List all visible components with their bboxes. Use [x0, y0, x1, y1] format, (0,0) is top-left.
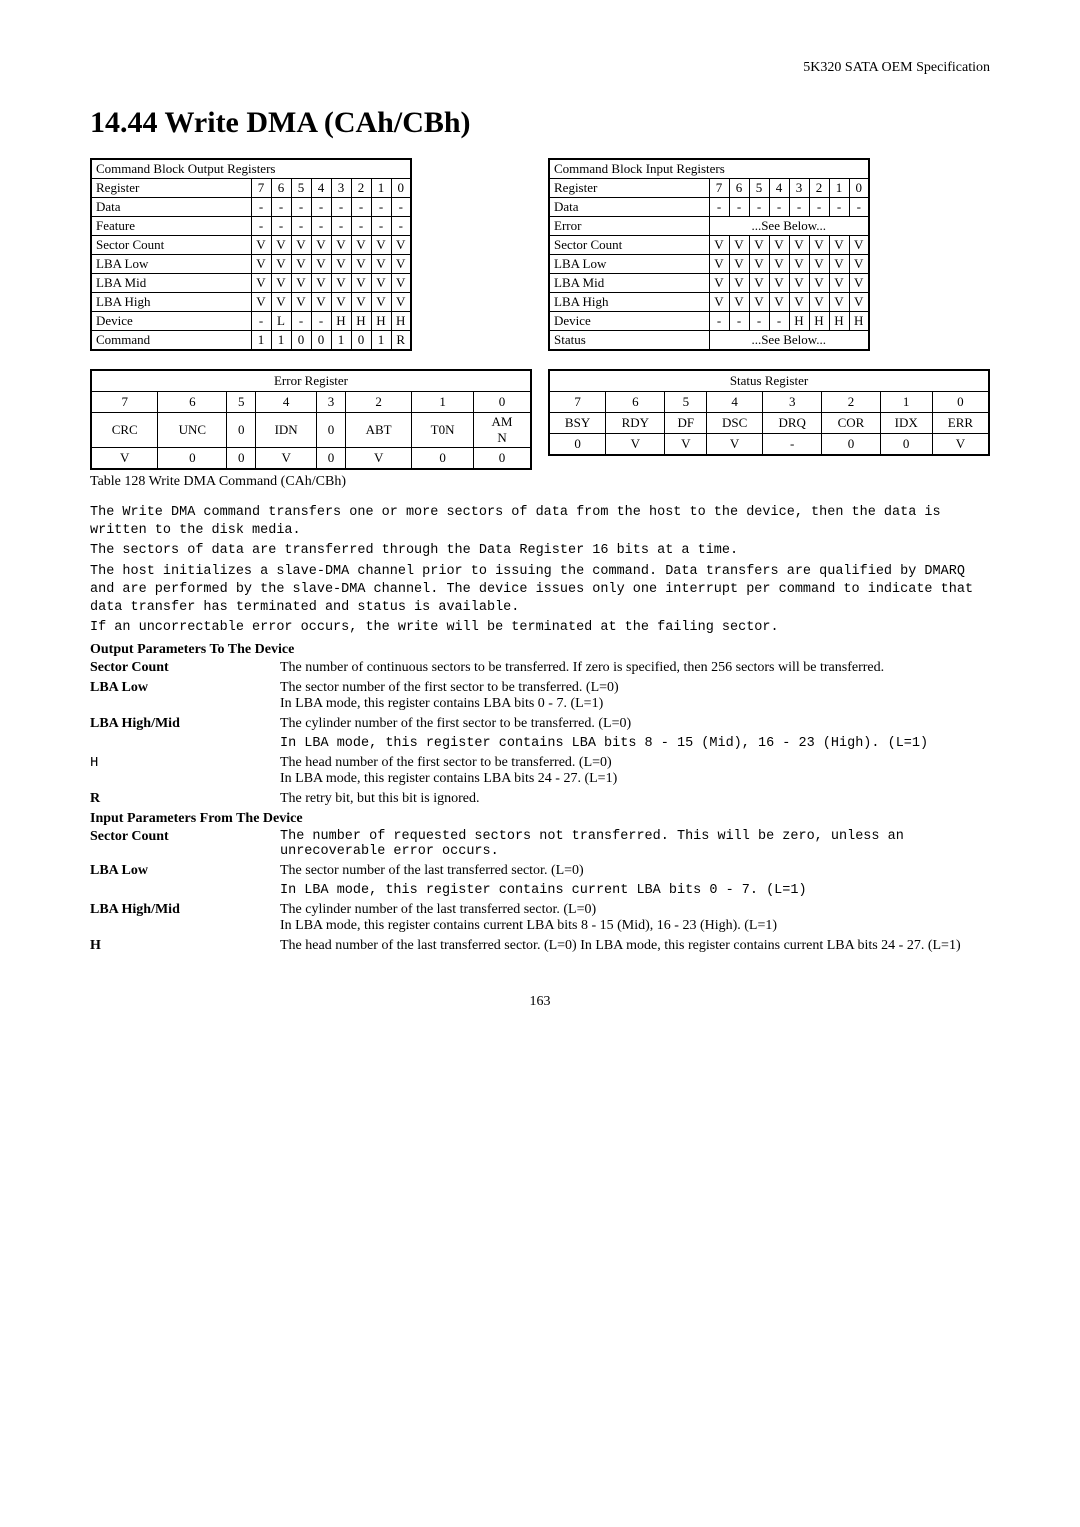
input-registers-table: Command Block Input RegistersRegister765… — [548, 158, 870, 351]
page-header: 5K320 SATA OEM Specification — [90, 60, 990, 76]
output-params-list: Sector CountThe number of continuous sec… — [90, 660, 990, 807]
error-register-table: Error Register76543210CRCUNC0IDN0ABTT0NA… — [90, 369, 532, 470]
input-params-heading: Input Parameters From The Device — [90, 811, 990, 827]
output-params-heading: Output Parameters To The Device — [90, 642, 990, 658]
section-title: 14.44 Write DMA (CAh/CBh) — [90, 106, 990, 140]
status-register-table: Status Register76543210BSYRDYDFDSCDRQCOR… — [548, 369, 990, 456]
description-paragraphs: The Write DMA command transfers one or m… — [90, 504, 990, 638]
output-registers-table: Command Block Output RegistersRegister76… — [90, 158, 412, 351]
status-tables-row: Error Register76543210CRCUNC0IDN0ABTT0NA… — [90, 369, 990, 470]
page-number: 163 — [90, 994, 990, 1010]
table-caption: Table 128 Write DMA Command (CAh/CBh) — [90, 474, 990, 490]
register-tables-row: Command Block Output RegistersRegister76… — [90, 158, 990, 351]
input-params-list: Sector CountThe number of requested sect… — [90, 829, 990, 954]
